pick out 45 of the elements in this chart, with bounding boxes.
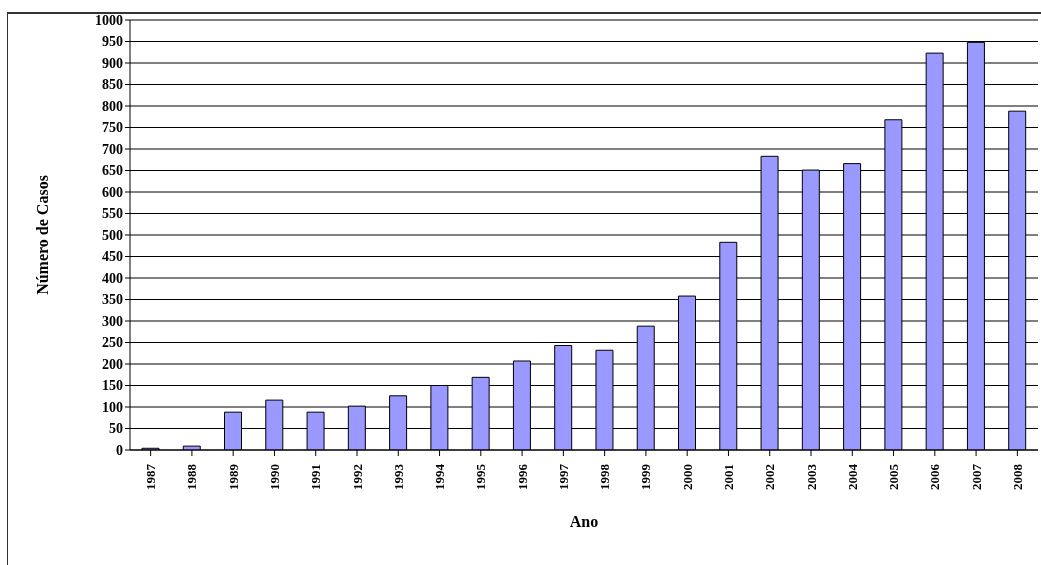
x-tick-label: 2002 — [762, 464, 778, 490]
x-tick-label: 2003 — [803, 463, 819, 490]
x-tick-label: 2005 — [886, 463, 902, 490]
x-tick-label: 2006 — [927, 463, 943, 490]
x-tick-label: 1999 — [638, 463, 654, 490]
x-tick-label: 1997 — [555, 463, 571, 490]
y-tick-label: 150 — [102, 378, 123, 394]
x-tick-label: 1996 — [514, 463, 530, 490]
x-tick-label: 1995 — [473, 463, 489, 490]
x-tick-label: 2000 — [679, 464, 695, 490]
x-tick-label: 1993 — [390, 463, 406, 490]
x-tick-label: 1988 — [184, 463, 200, 490]
x-tick-label: 1987 — [143, 463, 159, 490]
y-tick-label: 650 — [102, 163, 123, 179]
y-tick-label: 400 — [102, 270, 123, 286]
x-tick-label: 1998 — [597, 463, 613, 490]
y-tick-label: 1000 — [95, 12, 123, 28]
x-tick-label: 1991 — [308, 464, 324, 490]
y-tick-label: 550 — [102, 206, 123, 222]
y-tick-label: 700 — [102, 141, 123, 157]
y-tick-label: 350 — [102, 292, 123, 308]
y-tick-label: 500 — [102, 227, 123, 243]
x-tick-label: 2001 — [720, 464, 736, 490]
y-tick-label: 200 — [102, 356, 123, 372]
y-tick-label: 300 — [102, 313, 123, 329]
x-tick-label: 2004 — [844, 463, 860, 490]
y-tick-label: 100 — [102, 399, 123, 415]
x-tick-label: 2008 — [1009, 463, 1025, 490]
y-tick-label: 900 — [102, 55, 123, 71]
y-tick-label: 250 — [102, 335, 123, 351]
y-tick-label: 850 — [102, 77, 123, 93]
y-tick-label: 50 — [109, 421, 123, 437]
x-axis-title: Ano — [569, 513, 599, 530]
x-tick-label: 2007 — [968, 463, 984, 490]
y-tick-label: 600 — [102, 184, 123, 200]
y-tick-label: 750 — [102, 120, 123, 136]
y-tick-label: 950 — [102, 34, 123, 50]
x-tick-label: 1989 — [225, 463, 241, 490]
y-tick-label: 0 — [116, 442, 123, 458]
y-axis-title: Número de Casos — [33, 175, 51, 295]
y-tick-label: 450 — [102, 249, 123, 265]
x-tick-label: 1992 — [349, 464, 365, 490]
y-tick-label: 800 — [102, 98, 123, 114]
x-tick-label: 1990 — [266, 464, 282, 490]
x-tick-label: 1994 — [432, 463, 448, 490]
